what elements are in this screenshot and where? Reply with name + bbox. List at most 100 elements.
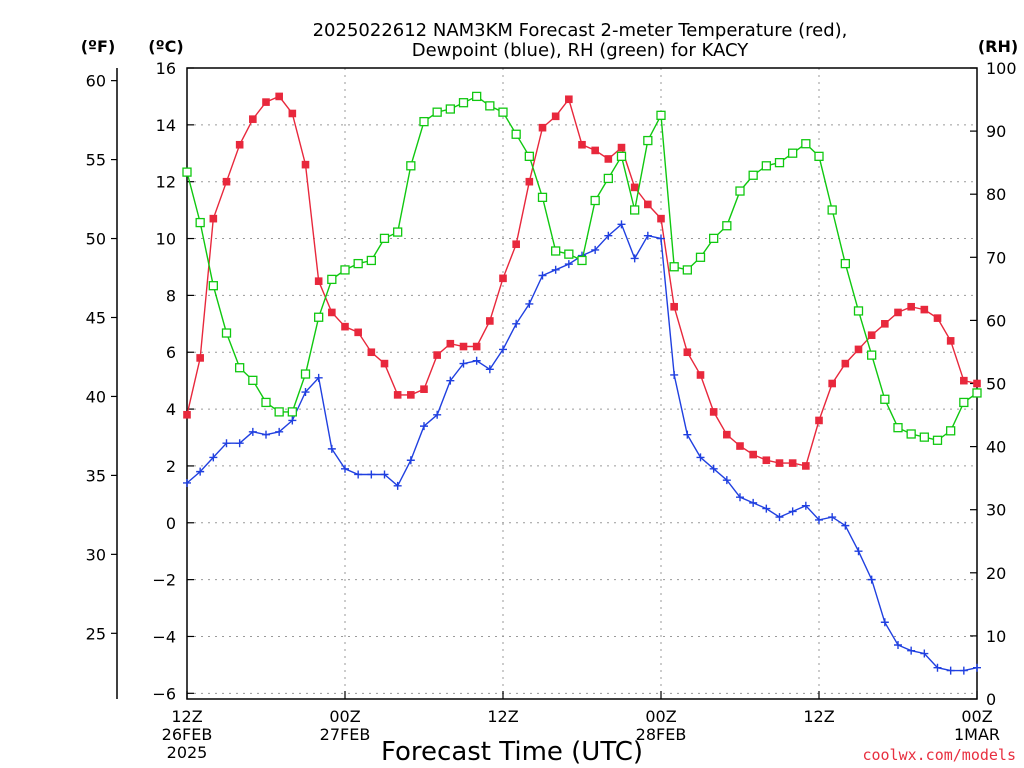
rh-point bbox=[827, 205, 837, 215]
rh-tick-label: 90 bbox=[986, 122, 1006, 141]
temperature-point bbox=[486, 317, 494, 325]
rh-point bbox=[300, 369, 311, 379]
dewpoint-point bbox=[880, 618, 889, 627]
dewpoint-point bbox=[920, 649, 929, 658]
rh-point bbox=[274, 407, 284, 417]
dewpoint-point bbox=[262, 430, 270, 439]
temperature-point bbox=[380, 359, 389, 368]
time-tick-label: 27FEB bbox=[320, 725, 371, 744]
dewpoint-point bbox=[959, 666, 968, 675]
fahrenheit-tick-label: 30 bbox=[86, 545, 106, 564]
rh-tick-label: 10 bbox=[986, 627, 1006, 646]
temperature-point bbox=[354, 328, 362, 337]
temperature-point bbox=[433, 351, 441, 359]
fahrenheit-tick-label: 40 bbox=[86, 387, 106, 406]
rh-point bbox=[761, 161, 771, 171]
rh-point bbox=[340, 265, 350, 275]
rh-point bbox=[287, 407, 297, 417]
temperature-point bbox=[328, 308, 336, 317]
temperature-point bbox=[420, 385, 428, 393]
dewpoint-point bbox=[485, 365, 494, 374]
temperature-point bbox=[894, 308, 902, 317]
temperature-point bbox=[749, 450, 757, 459]
rh-point bbox=[445, 104, 455, 114]
rh-point bbox=[853, 306, 864, 316]
series-rh bbox=[182, 91, 982, 445]
dewpoint-point bbox=[815, 515, 823, 524]
dewpoint-point bbox=[762, 504, 771, 513]
rh-point bbox=[709, 233, 719, 244]
temperature-point bbox=[565, 95, 573, 104]
dewpoint-point bbox=[841, 521, 850, 530]
time-tick-label: 00Z bbox=[645, 707, 676, 726]
temperature-point bbox=[696, 371, 705, 379]
temperature-point bbox=[551, 112, 560, 121]
rh-tick-label: 80 bbox=[986, 185, 1006, 204]
temperature-point bbox=[683, 348, 692, 357]
temperature-point bbox=[538, 123, 547, 132]
celsius-tick-label: 14 bbox=[156, 116, 176, 135]
rh-point bbox=[656, 110, 666, 120]
dewpoint-point bbox=[933, 663, 942, 672]
x-axis-label: Forecast Time (UTC) bbox=[381, 737, 643, 767]
dewpoint-point bbox=[775, 513, 784, 522]
rh-tick-label: 70 bbox=[986, 248, 1006, 267]
rh-tick-label: 30 bbox=[986, 501, 1006, 520]
rh-point bbox=[511, 129, 521, 139]
temperature-point bbox=[393, 391, 402, 399]
dewpoint-point bbox=[499, 345, 507, 354]
temperature-point bbox=[815, 416, 823, 425]
celsius-tick-label: 10 bbox=[156, 230, 176, 249]
temperature-point bbox=[657, 214, 665, 223]
dewpoint-point bbox=[722, 476, 731, 485]
temperature-point bbox=[459, 342, 468, 351]
dewpoint-point bbox=[709, 464, 718, 473]
celsius-tick-label: 16 bbox=[156, 59, 176, 78]
dewpoint-point bbox=[696, 453, 705, 462]
temperature-point bbox=[222, 177, 231, 186]
fahrenheit-tick-label: 45 bbox=[86, 308, 106, 327]
fahrenheit-tick-label: 55 bbox=[86, 151, 106, 170]
dewpoint-point bbox=[907, 646, 916, 655]
dewpoint-point bbox=[683, 430, 692, 439]
temperature-point bbox=[249, 115, 257, 123]
celsius-tick-label: −4 bbox=[152, 627, 176, 646]
temperature-point bbox=[775, 459, 784, 467]
dewpoint-point bbox=[301, 388, 310, 397]
dewpoint-point bbox=[327, 444, 336, 453]
dewpoint-point bbox=[538, 271, 547, 280]
temperature-point bbox=[446, 339, 455, 348]
temperature-point bbox=[262, 98, 270, 106]
temperature-point bbox=[617, 143, 626, 152]
dewpoint-point bbox=[525, 299, 534, 308]
dewpoint-point bbox=[209, 453, 218, 462]
rh-point bbox=[366, 255, 376, 266]
fahrenheit-tick-label: 50 bbox=[86, 230, 106, 249]
rh-point bbox=[379, 233, 390, 244]
fahrenheit-tick-label: 25 bbox=[86, 624, 106, 643]
dewpoint-point bbox=[617, 220, 626, 229]
rh-point bbox=[314, 312, 324, 322]
dewpoint-point bbox=[183, 478, 191, 487]
dewpoint-point bbox=[736, 493, 744, 502]
celsius-tick-label: 2 bbox=[166, 457, 176, 476]
rh-point bbox=[735, 186, 745, 196]
chart-title-line-2: Dewpoint (blue), RH (green) for KACY bbox=[412, 40, 749, 61]
dewpoint-point bbox=[406, 456, 415, 465]
temperature-point bbox=[591, 146, 599, 155]
rh-point bbox=[498, 107, 508, 117]
time-tick-label: 28FEB bbox=[636, 725, 687, 744]
temperature-point bbox=[341, 322, 349, 331]
time-tick-label: 00Z bbox=[961, 707, 992, 726]
fahrenheit-axis: 25 30 35 40 45 50 55 60 bbox=[86, 72, 117, 643]
dewpoint-point bbox=[275, 427, 284, 436]
time-tick-label: 12Z bbox=[803, 707, 834, 726]
temperature-point bbox=[407, 391, 415, 399]
dewpoint-point bbox=[801, 501, 810, 510]
rh-point bbox=[235, 363, 245, 373]
temperature-point bbox=[196, 354, 204, 362]
temperature-point bbox=[867, 331, 876, 339]
dewpoint-point bbox=[630, 254, 639, 263]
temperature-point bbox=[762, 456, 771, 465]
dewpoint-point bbox=[472, 356, 481, 365]
